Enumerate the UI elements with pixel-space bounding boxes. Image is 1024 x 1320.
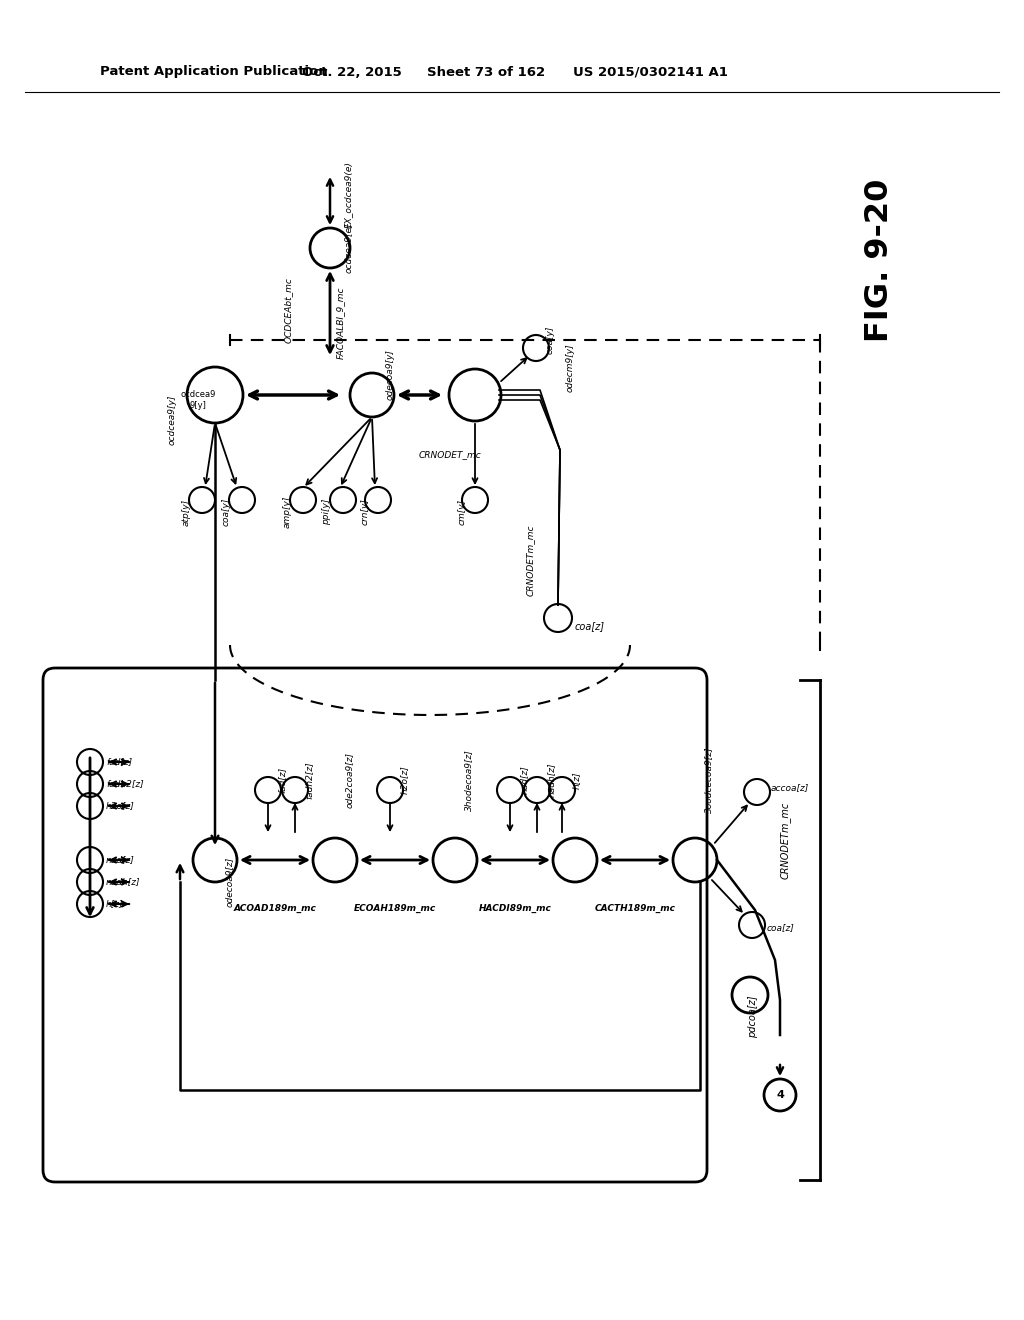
Text: odecoa9[z]: odecoa9[z] <box>224 857 233 907</box>
FancyBboxPatch shape <box>43 668 707 1181</box>
Text: US 2015/0302141 A1: US 2015/0302141 A1 <box>572 66 727 78</box>
Text: CRNODETm_mc: CRNODETm_mc <box>525 524 535 595</box>
Text: 3oodcecoa9[z]: 3oodcecoa9[z] <box>705 747 714 813</box>
Text: h[z]: h[z] <box>106 899 124 908</box>
Text: nadh[z]: nadh[z] <box>106 878 140 887</box>
Text: fadh2[z]: fadh2[z] <box>304 762 313 799</box>
Text: ppi[y]: ppi[y] <box>323 499 332 525</box>
Text: 4: 4 <box>776 1090 784 1100</box>
Text: fad[z]: fad[z] <box>278 767 287 793</box>
Text: coa[y]: coa[y] <box>546 326 555 354</box>
Text: ocdcea9
9[y]: ocdcea9 9[y] <box>180 391 216 409</box>
Text: h[z]: h[z] <box>571 771 581 789</box>
Text: odecm9[y]: odecm9[y] <box>565 343 574 392</box>
Text: ode2coa9[z]: ode2coa9[z] <box>344 752 353 808</box>
Text: Sheet 73 of 162: Sheet 73 of 162 <box>427 66 545 78</box>
Text: FACOALBI_9_mc: FACOALBI_9_mc <box>336 286 344 359</box>
Text: h2o[z]: h2o[z] <box>106 801 135 810</box>
Text: odecoa9[y]: odecoa9[y] <box>385 350 394 400</box>
Text: nadh[z]: nadh[z] <box>547 763 555 797</box>
Text: Oct. 22, 2015: Oct. 22, 2015 <box>302 66 401 78</box>
Text: fadh2[z]: fadh2[z] <box>106 780 143 788</box>
Text: CRNODET_mc: CRNODET_mc <box>419 450 481 459</box>
Text: nad[z]: nad[z] <box>519 766 528 795</box>
Text: Patent Application Publication: Patent Application Publication <box>100 66 328 78</box>
Text: accoa[z]: accoa[z] <box>771 784 809 792</box>
Text: coa[z]: coa[z] <box>575 620 605 631</box>
Text: atp[y]: atp[y] <box>181 499 190 525</box>
Text: crn[y]: crn[y] <box>360 499 370 525</box>
Text: cm[y]: cm[y] <box>458 499 467 525</box>
Text: EX_ocdcea9(e): EX_ocdcea9(e) <box>344 161 353 228</box>
Text: ACOAD189m_mc: ACOAD189m_mc <box>233 903 316 912</box>
Text: ECOAH189m_mc: ECOAH189m_mc <box>354 903 436 912</box>
Text: 3hodecoa9[z]: 3hodecoa9[z] <box>465 750 473 810</box>
Text: CRNODETm_mc: CRNODETm_mc <box>779 801 791 879</box>
Text: nad[z]: nad[z] <box>106 855 135 865</box>
Text: amp[y]: amp[y] <box>283 496 292 528</box>
Text: FIG. 9-20: FIG. 9-20 <box>864 178 896 342</box>
Text: HACDI89m_mc: HACDI89m_mc <box>478 903 552 912</box>
Text: OCDCEAbt_mc: OCDCEAbt_mc <box>284 277 293 343</box>
Text: h2o[z]: h2o[z] <box>399 766 409 795</box>
Text: ocdcea9[e]: ocdcea9[e] <box>344 223 353 273</box>
Text: fad[z]: fad[z] <box>106 758 132 767</box>
Text: pdcoa[z]: pdcoa[z] <box>748 995 758 1039</box>
Text: coa[z]: coa[z] <box>767 924 795 932</box>
Text: ocdcea9[y]: ocdcea9[y] <box>168 395 176 445</box>
Text: coa[y]: coa[y] <box>221 498 230 527</box>
Text: CACTH189m_mc: CACTH189m_mc <box>595 903 676 912</box>
